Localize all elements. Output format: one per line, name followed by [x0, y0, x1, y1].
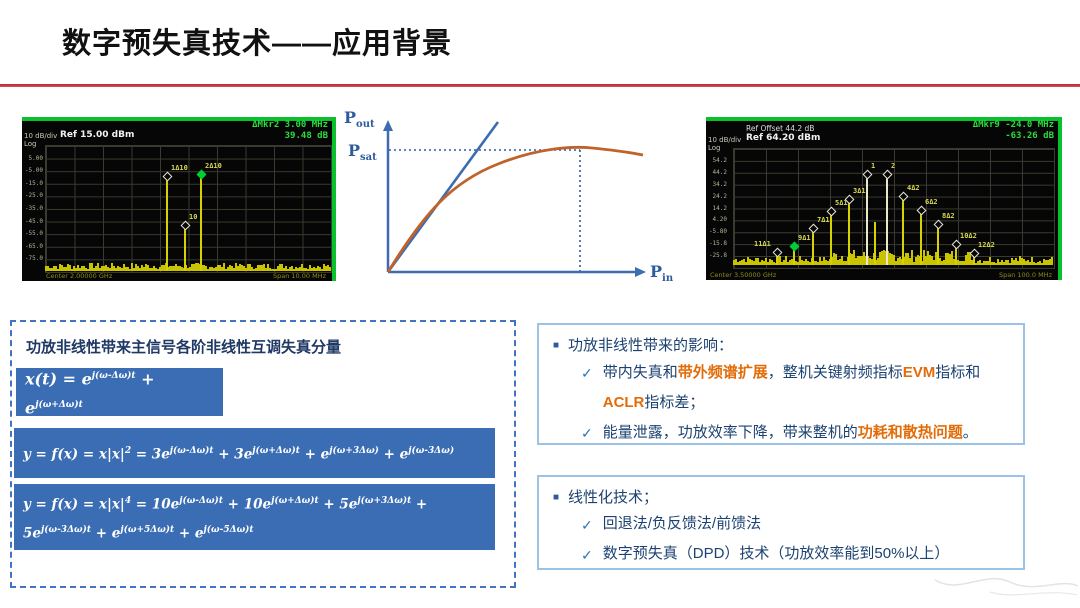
formula-input-signal: x(t) = ej(ω-Δω)t + ej(ω+Δω)t — [16, 368, 223, 417]
marker-label: 12Δ2 — [978, 241, 995, 249]
ref-level-label: Ref 15.00 dBm — [60, 130, 135, 140]
linearization-box: ■ 线性化技术； ✓ 回退法/负反馈法/前馈法 ✓ 数字预失真（DPD）技术（功… — [537, 475, 1025, 570]
marker-label: 1Δ10 — [171, 164, 188, 172]
ref-offset-label: Ref Offset 44.2 dB — [746, 124, 815, 133]
marker-label: 3Δ1 — [853, 187, 866, 195]
marker-label: 10 — [189, 213, 198, 221]
analyzer-top-strip — [706, 117, 1062, 121]
delta-marker-readout: ΔMkr2 3.00 MHz 39.48 dB — [252, 120, 328, 141]
marker-label: 6Δ2 — [925, 198, 938, 206]
linearization-item-1: 回退法/负反馈法/前馈法 — [602, 515, 762, 532]
square-bullet-icon: ■ — [553, 492, 560, 503]
span-label: Span 10.00 MHz — [272, 272, 326, 280]
marker-label: 11Δ1 — [754, 240, 771, 248]
saturation-curve-svg — [383, 120, 646, 277]
effects-heading: 功放非线性带来的影响： — [568, 337, 734, 354]
scale-label: 10 dB/div — [24, 132, 58, 140]
check-icon: ✓ — [581, 365, 593, 381]
square-bullet-icon: ■ — [553, 340, 560, 351]
effects-item-1: 带内失真和带外频谱扩展，整机关键射频指标EVM指标和ACLR指标差； — [602, 364, 981, 411]
formula-panel-title: 功放非线性带来主信号各阶非线性互调失真分量 — [26, 339, 342, 356]
effects-item-2: 能量泄露，功放效率下降，带来整机的功耗和散热问题。 — [602, 424, 978, 441]
log-label: Log — [24, 140, 37, 148]
marker-label: 5Δ1 — [835, 199, 848, 207]
linearization-heading: 线性化技术； — [568, 489, 659, 506]
pout-axis-label: Pout — [344, 108, 375, 131]
span-label: Span 100.0 MHz — [998, 271, 1052, 279]
center-freq-label: Center 2.00000 GHz — [46, 272, 113, 280]
imd-formula-panel: 功放非线性带来主信号各阶非线性互调失真分量 x(t) = ej(ω-Δω)t +… — [10, 320, 516, 588]
analyzer-grid — [45, 145, 332, 273]
marker-label: 4Δ2 — [907, 184, 920, 192]
marker-label: 9Δ1 — [798, 234, 811, 242]
pin-axis-label: Pin — [650, 262, 674, 285]
page-title: 数字预失真技术——应用背景 — [62, 28, 453, 60]
check-icon: ✓ — [581, 517, 593, 533]
spectrum-analyzer-right: ΔMkr9 -24.0 MHz -63.26 dB 10 dB/div Log R… — [706, 117, 1062, 280]
nonlinearity-effects-box: ■ 功放非线性带来的影响： ✓ 带内失真和带外频谱扩展，整机关键射频指标EVM指… — [537, 323, 1025, 445]
pa-saturation-plot: Pout Psat Pin — [340, 100, 675, 298]
analyzer-right-strip — [332, 117, 336, 281]
log-label: Log — [708, 144, 721, 152]
formula-fifth-order: y = f(x) = x|x|4 = 10ej(ω-Δω)t + 10ej(ω+… — [14, 484, 495, 550]
analyzer-top-strip — [22, 117, 336, 121]
formula-third-order: y = f(x) = x|x|2 = 3ej(ω-Δω)t + 3ej(ω+Δω… — [14, 428, 495, 478]
marker-label: 1 — [871, 162, 876, 170]
analyzer-grid — [733, 148, 1055, 269]
marker-label: 8Δ2 — [942, 212, 955, 220]
marker-label: 2 — [891, 162, 896, 170]
marker-label: 2Δ10 — [205, 162, 222, 170]
center-freq-label: Center 3.50000 GHz — [710, 271, 777, 279]
marker-label: 10Δ2 — [960, 232, 977, 240]
check-icon: ✓ — [581, 547, 593, 563]
ref-level-label: Ref 64.20 dBm — [746, 133, 821, 143]
spectrum-analyzer-left: ΔMkr2 3.00 MHz 39.48 dB 10 dB/div Log Ref… — [22, 117, 336, 281]
delta-marker-readout: ΔMkr9 -24.0 MHz -63.26 dB — [972, 120, 1054, 141]
check-icon: ✓ — [581, 425, 593, 441]
linearization-item-2: 数字预失真（DPD）技术（功放效率能到50%以上） — [602, 545, 950, 562]
scale-label: 10 dB/div — [708, 136, 742, 144]
psat-label: Psat — [348, 141, 377, 164]
header-divider — [0, 84, 1080, 87]
marker-label: 7Δ1 — [817, 216, 830, 224]
analyzer-right-strip — [1058, 117, 1062, 280]
